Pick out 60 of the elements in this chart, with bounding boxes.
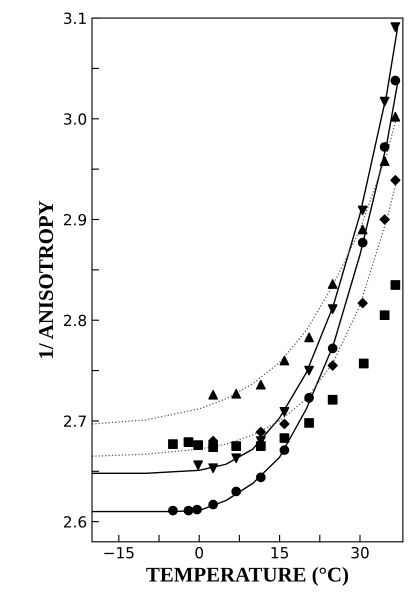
point (280, 356, 290, 366)
point (380, 310, 390, 320)
point (390, 175, 400, 186)
point (358, 224, 368, 234)
point (231, 441, 242, 451)
point (390, 112, 400, 122)
point (358, 206, 368, 216)
x-axis-title: TEMPERATURE (°C) (146, 567, 348, 586)
point (256, 472, 266, 482)
point (208, 463, 218, 474)
point (328, 304, 338, 314)
point (358, 238, 368, 248)
x-tick-label: −15 (104, 547, 134, 558)
x-tick-label: 15 (272, 547, 288, 558)
y-axis-title: 1/ ANISOTROPY (39, 200, 54, 358)
point (168, 506, 178, 516)
y-tick-label: 2.7 (64, 415, 86, 427)
point (304, 392, 314, 403)
point (184, 506, 194, 516)
point (192, 504, 202, 514)
x-tick-label: 30 (351, 546, 369, 558)
point (193, 440, 203, 450)
point (380, 96, 390, 107)
point (208, 500, 218, 510)
point (279, 418, 290, 430)
y-tick-label: 2.6 (64, 516, 86, 528)
point (304, 366, 314, 376)
point (280, 445, 290, 456)
point (328, 394, 338, 405)
point (304, 418, 314, 428)
point (184, 437, 194, 447)
point (380, 214, 390, 225)
point (231, 486, 242, 496)
point (256, 426, 266, 438)
point (390, 22, 400, 32)
y-tick-label: 3.1 (64, 12, 86, 24)
point (208, 442, 218, 452)
y-tick-label: 3.0 (64, 113, 86, 125)
point (390, 280, 400, 290)
point (328, 279, 338, 289)
point (328, 360, 338, 371)
point (380, 142, 390, 152)
x-tick-label: 0 (195, 546, 204, 558)
point (390, 76, 400, 86)
point (256, 441, 266, 451)
point (358, 298, 368, 308)
point (208, 390, 218, 400)
point (168, 439, 178, 449)
point (231, 453, 242, 464)
point (328, 344, 338, 354)
point (256, 380, 266, 390)
point (193, 460, 203, 470)
y-tick-label: 2.9 (64, 214, 86, 226)
y-tick-label: 2.8 (64, 314, 86, 326)
point (280, 433, 290, 443)
point (304, 332, 314, 342)
point (358, 358, 369, 368)
point (380, 156, 390, 166)
point (231, 388, 242, 399)
point (280, 407, 290, 417)
